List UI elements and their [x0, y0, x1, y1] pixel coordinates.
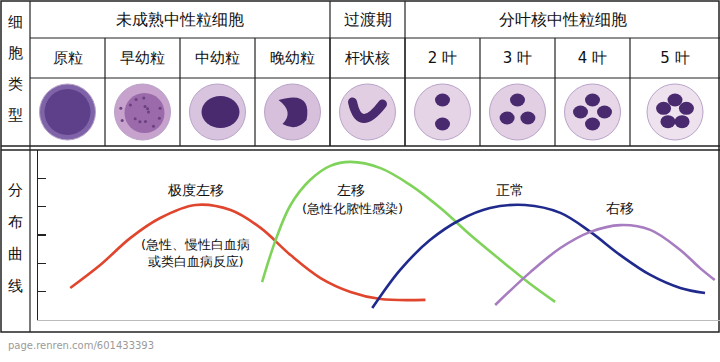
svg-text:线: 线: [8, 277, 23, 295]
svg-text:5 叶: 5 叶: [660, 49, 689, 67]
svg-text:右移: 右移: [606, 200, 634, 216]
svg-text:晚幼粒: 晚幼粒: [270, 49, 315, 67]
svg-text:左移: 左移: [337, 182, 365, 198]
html-text:page.renren.com/601433393: page.renren.com/601433393: [8, 340, 155, 351]
svg-text:细: 细: [8, 13, 23, 31]
svg-text:分: 分: [8, 181, 23, 199]
svg-text:型: 型: [8, 106, 23, 124]
svg-text:布: 布: [8, 213, 23, 231]
svg-text:类: 类: [8, 75, 23, 93]
svg-text:胞: 胞: [8, 44, 23, 62]
svg-text:(急性、慢性白血病或类白血病反应): (急性、慢性白血病或类白血病反应): [141, 237, 250, 269]
svg-text:3 叶: 3 叶: [503, 49, 532, 67]
svg-text:早幼粒: 早幼粒: [120, 49, 165, 67]
svg-text:中幼粒: 中幼粒: [195, 49, 240, 67]
svg-text:原粒: 原粒: [53, 49, 83, 67]
svg-text:4 叶: 4 叶: [578, 49, 607, 67]
svg-text:极度左移: 极度左移: [167, 182, 224, 198]
svg-text:曲: 曲: [8, 245, 23, 263]
svg-text:2 叶: 2 叶: [428, 49, 457, 67]
svg-text:杆状核: 杆状核: [344, 49, 390, 67]
svg-text:(急性化脓性感染): (急性化脓性感染): [302, 201, 403, 216]
svg-text:未成熟中性粒细胞: 未成熟中性粒细胞: [116, 10, 244, 29]
svg-text:分叶核中性粒细胞: 分叶核中性粒细胞: [499, 10, 627, 29]
svg-text:过渡期: 过渡期: [344, 10, 392, 29]
svg-text:正常: 正常: [496, 182, 524, 198]
